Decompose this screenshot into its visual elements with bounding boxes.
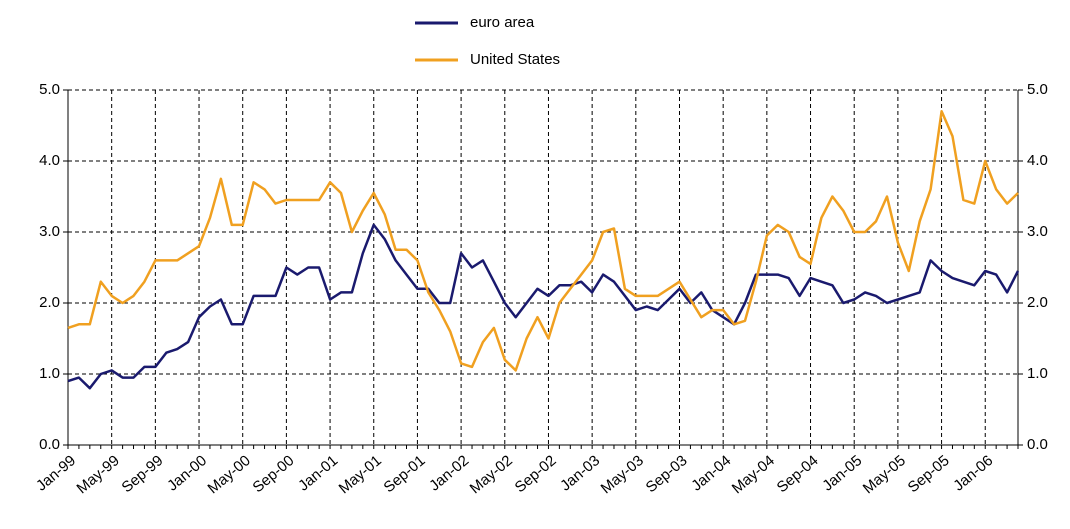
x-tick-label: Jan-01 [295, 452, 341, 495]
x-tick-label: Jan-03 [557, 452, 603, 495]
y2-tick-label: 4.0 [1027, 152, 1048, 169]
y2-tick-label: 2.0 [1027, 294, 1048, 311]
x-tick-label: May-01 [336, 452, 385, 497]
x-tick-label: Jan-05 [819, 452, 865, 495]
x-tick-label: Sep-03 [643, 452, 691, 496]
x-tick-label: Sep-00 [250, 452, 298, 496]
x-tick-label: Sep-99 [118, 452, 166, 496]
x-tick-label: Jan-99 [33, 452, 79, 495]
y-tick-label: 0.0 [39, 436, 60, 453]
y2-tick-label: 0.0 [1027, 436, 1048, 453]
x-tick-label: May-02 [467, 452, 516, 497]
y2-tick-label: 1.0 [1027, 365, 1048, 382]
x-tick-label: Sep-01 [381, 452, 429, 496]
y-tick-label: 1.0 [39, 365, 60, 382]
y-tick-label: 2.0 [39, 294, 60, 311]
x-tick-label: May-04 [729, 452, 778, 497]
y2-tick-label: 3.0 [1027, 223, 1048, 240]
series-line [67, 110, 1019, 372]
legend-label: United States [470, 51, 560, 68]
y2-tick-label: 5.0 [1027, 81, 1048, 98]
legend-label: euro area [470, 14, 535, 31]
y-tick-label: 5.0 [39, 81, 60, 98]
x-tick-label: May-05 [860, 452, 909, 497]
y-tick-label: 3.0 [39, 223, 60, 240]
x-tick-label: May-00 [205, 452, 254, 497]
series-line [67, 223, 1020, 390]
x-tick-label: Jan-06 [950, 452, 996, 495]
x-tick-label: Jan-04 [688, 452, 734, 495]
x-tick-label: Sep-05 [905, 452, 953, 496]
x-tick-label: May-99 [74, 452, 123, 497]
x-tick-label: Jan-02 [426, 452, 472, 495]
x-tick-label: May-03 [598, 452, 647, 497]
x-tick-label: Sep-02 [512, 452, 560, 496]
x-tick-label: Jan-00 [164, 452, 210, 495]
x-tick-label: Sep-04 [774, 452, 822, 496]
y-tick-label: 4.0 [39, 152, 60, 169]
